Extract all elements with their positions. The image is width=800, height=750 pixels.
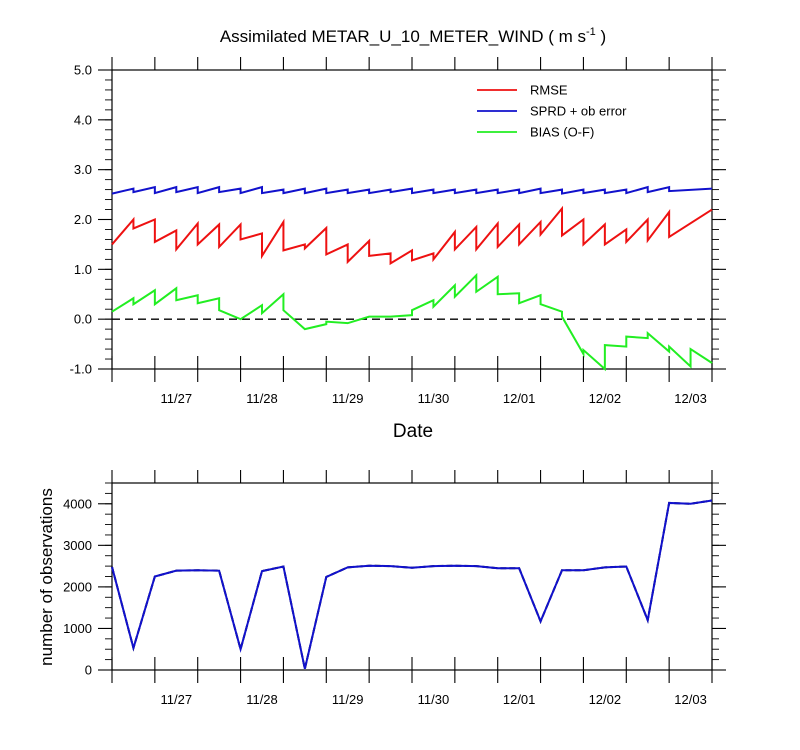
bottom-x-tick-label: 12/02 <box>589 692 622 707</box>
legend-label-1: SPRD + ob error <box>530 104 627 119</box>
top-series-rmse-line <box>111 205 713 266</box>
top-x-tick-label: 12/01 <box>503 391 536 406</box>
chart-title-unit-sup: -1 <box>586 26 596 38</box>
top-x-tick-label: 11/30 <box>418 391 450 406</box>
chart-title: Assimilated METAR_U_10_METER_WIND ( m s-… <box>220 26 606 46</box>
bottom-y-tick-label: 0 <box>85 663 92 678</box>
y-axis-label-observations: number of observations <box>37 488 56 666</box>
top-x-tick-label: 11/27 <box>160 391 192 406</box>
top-y-tick-label: 1.0 <box>74 262 92 277</box>
chart-title-suffix: ) <box>596 27 606 46</box>
top-panel: 11/27 11/28 11/29 11/30 12/01 12/02 12/03 -1.0 0… <box>70 57 726 406</box>
top-y-tick-label: 3.0 <box>74 162 92 177</box>
bottom-x-tick-label: 11/27 <box>160 692 192 707</box>
top-series-sprd-ob-error-line <box>111 185 713 195</box>
bottom-panel: 11/27 11/28 11/29 11/30 12/01 12/02 12/03 0 1000… <box>63 470 726 707</box>
x-axis-label: Date <box>393 421 433 442</box>
legend-label-2: BIAS (O-F) <box>530 125 594 140</box>
bottom-y-tick-label: 1000 <box>63 621 92 636</box>
bottom-plot-frame <box>111 482 713 671</box>
top-x-tick-label: 12/02 <box>589 391 622 406</box>
bottom-x-tick-label: 11/29 <box>332 692 364 707</box>
bottom-x-tick-label: 11/30 <box>418 692 450 707</box>
bottom-x-tick-label: 12/03 <box>674 692 707 707</box>
top-y-tick-label: 0.0 <box>74 312 92 327</box>
top-y-tick-label: 5.0 <box>74 63 92 78</box>
chart-title-text: Assimilated METAR_U_10_METER_WIND ( m s <box>220 27 586 46</box>
top-x-tick-label: 12/03 <box>674 391 707 406</box>
top-y-tick-label: -1.0 <box>70 362 92 377</box>
top-series-bias-o-f-line <box>111 272 713 372</box>
bottom-series-observations-used-line <box>111 499 713 669</box>
bottom-y-tick-label: 2000 <box>63 579 92 594</box>
bottom-y-tick-label: 3000 <box>63 538 92 553</box>
top-y-tick-label: 2.0 <box>74 212 92 227</box>
top-y-tick-label: 4.0 <box>74 112 92 127</box>
bottom-y-tick-label: 4000 <box>63 496 92 511</box>
bottom-x-tick-label: 12/01 <box>503 692 536 707</box>
legend-label-0: RMSE <box>530 83 568 98</box>
bottom-x-tick-label: 11/28 <box>246 692 278 707</box>
bottom-series-observations-possible-line <box>111 499 713 669</box>
top-x-tick-label: 11/29 <box>332 391 364 406</box>
top-x-tick-label: 11/28 <box>246 391 278 406</box>
